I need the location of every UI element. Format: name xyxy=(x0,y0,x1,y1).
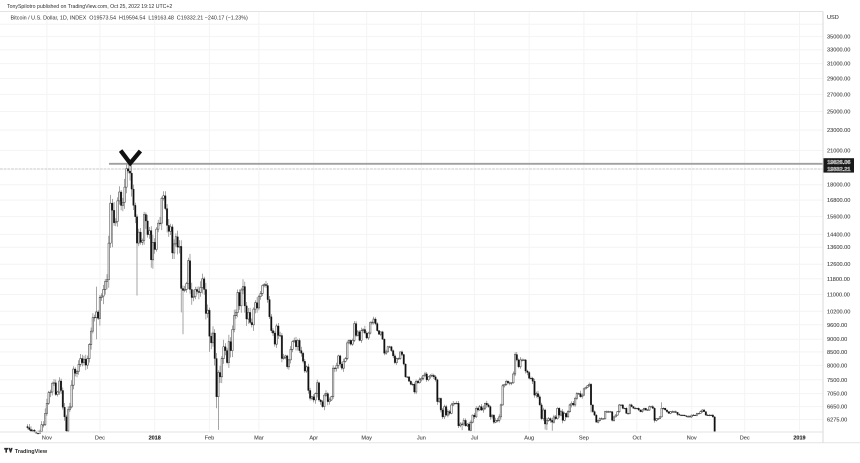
svg-text:Mar: Mar xyxy=(254,436,264,442)
svg-text:Bitcoin / U.S. Dollar, 1D, IND: Bitcoin / U.S. Dollar, 1D, INDEX O19573.… xyxy=(11,15,249,21)
svg-text:Feb: Feb xyxy=(205,436,215,442)
svg-text:Jul: Jul xyxy=(471,436,478,442)
svg-text:16800.00: 16800.00 xyxy=(827,198,850,204)
svg-text:6650.00: 6650.00 xyxy=(827,405,847,411)
svg-text:14400.00: 14400.00 xyxy=(827,232,850,238)
svg-text:9600.00: 9600.00 xyxy=(827,323,847,329)
svg-text:33000.00: 33000.00 xyxy=(827,48,850,54)
svg-text:8000.00: 8000.00 xyxy=(827,363,847,369)
svg-text:Nov: Nov xyxy=(42,436,52,442)
svg-text:23000.00: 23000.00 xyxy=(827,128,850,134)
svg-text:27000.00: 27000.00 xyxy=(827,92,850,98)
svg-text:19826.06: 19826.06 xyxy=(827,160,850,166)
svg-text:7500.00: 7500.00 xyxy=(827,378,847,384)
svg-text:10200.00: 10200.00 xyxy=(827,309,850,315)
svg-text:9000.00: 9000.00 xyxy=(827,337,847,343)
svg-text:May: May xyxy=(361,436,372,442)
svg-text:6275.00: 6275.00 xyxy=(827,418,847,424)
svg-text:25000.00: 25000.00 xyxy=(827,110,850,116)
svg-text:Apr: Apr xyxy=(309,436,318,442)
svg-text:8500.00: 8500.00 xyxy=(827,350,847,356)
svg-text:Jun: Jun xyxy=(417,436,426,442)
svg-text:Dec: Dec xyxy=(95,436,105,442)
svg-text:11000.00: 11000.00 xyxy=(827,293,850,299)
svg-text:Dec: Dec xyxy=(740,436,750,442)
svg-text:12600.00: 12600.00 xyxy=(827,262,850,268)
svg-text:TradingView: TradingView xyxy=(15,449,48,455)
svg-text:35000.00: 35000.00 xyxy=(827,35,850,41)
svg-text:13600.00: 13600.00 xyxy=(827,245,850,251)
svg-text:18000.00: 18000.00 xyxy=(827,183,850,189)
svg-text:Sep: Sep xyxy=(579,436,589,442)
svg-text:7050.00: 7050.00 xyxy=(827,392,847,398)
svg-text:15600.00: 15600.00 xyxy=(827,215,850,221)
svg-text:29000.00: 29000.00 xyxy=(827,77,850,83)
svg-text:USD: USD xyxy=(827,15,839,21)
svg-text:2019: 2019 xyxy=(793,436,805,442)
svg-text:2018: 2018 xyxy=(149,436,161,442)
svg-text:31000.00: 31000.00 xyxy=(827,62,850,68)
svg-text:TonySpilotro published on Trad: TonySpilotro published on TradingView.co… xyxy=(7,4,172,10)
svg-text:11800.00: 11800.00 xyxy=(827,277,850,283)
svg-text:Oct: Oct xyxy=(633,436,642,442)
svg-text:Aug: Aug xyxy=(524,436,534,442)
svg-text:19332.21: 19332.21 xyxy=(827,167,850,173)
svg-text:21000.00: 21000.00 xyxy=(827,148,850,154)
svg-text:Nov: Nov xyxy=(687,436,697,442)
